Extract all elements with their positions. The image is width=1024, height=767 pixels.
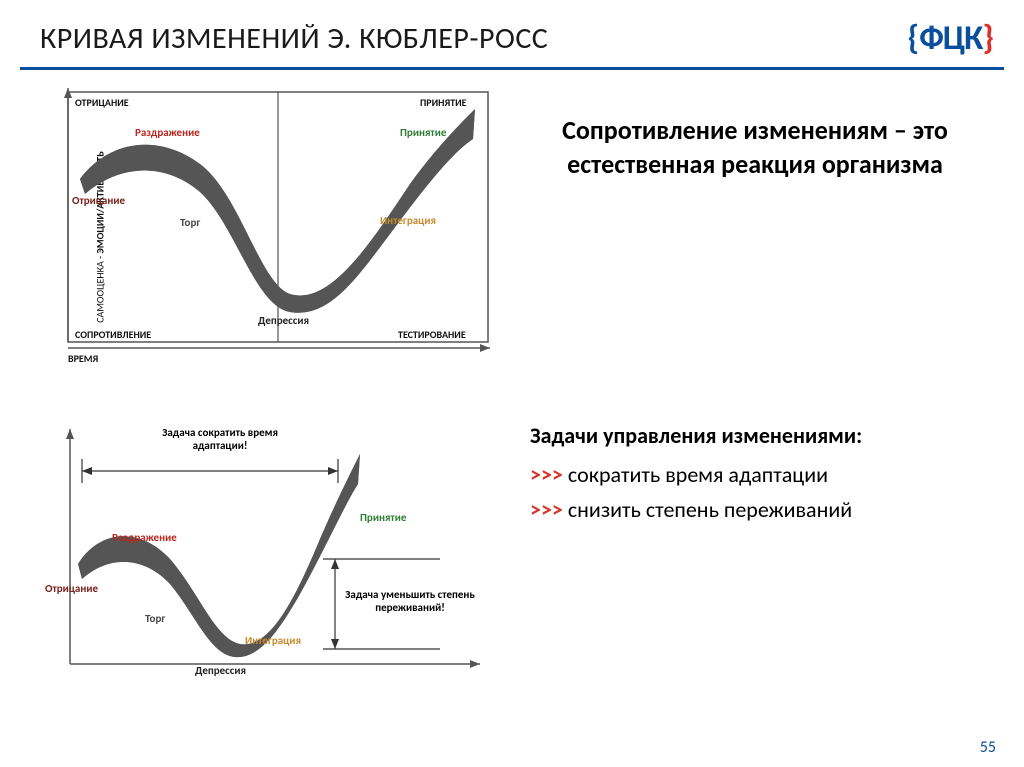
- quad-bl: СОПРОТИВЛЕНИЕ: [75, 328, 151, 341]
- task-1-text: сократить время адаптации: [568, 461, 828, 488]
- task-2-text: снизить степень переживаний: [568, 496, 852, 523]
- header: КРИВАЯ ИЗМЕНЕНИЙ Э. КЮБЛЕР-РОСС { ФЦК }: [0, 0, 1024, 67]
- chart2-ribbon: [78, 454, 360, 657]
- label-integration: Интеграция: [380, 214, 436, 227]
- logo-brace-left: {: [908, 18, 920, 59]
- content: САМООЦЕНКА - ЭМОЦИИ/АКТИВНОСТЬ: [0, 84, 1024, 699]
- label-depression: Депрессия: [258, 314, 309, 327]
- page-number: 55: [980, 738, 996, 757]
- chart1-x-arrow: [480, 344, 490, 352]
- chart2-x-arrow: [470, 660, 480, 668]
- c2-label-depression: Депрессия: [195, 664, 246, 677]
- chart2-y-arrow: [66, 429, 74, 439]
- right-column: Сопротивление изменениям – это естествен…: [510, 84, 980, 699]
- goal-time-label: Задача сократить время адаптации!: [135, 427, 305, 452]
- chart-compressed: Задача сократить время адаптации! Задача…: [20, 399, 510, 699]
- c2-label-integration: Интеграция: [245, 634, 301, 647]
- chart-kubler-ross: САМООЦЕНКА - ЭМОЦИИ/АКТИВНОСТЬ: [20, 84, 510, 389]
- time-measure-left-arrow: [82, 467, 92, 475]
- task-1: >>> сократить время адаптации: [530, 461, 980, 488]
- label-bargain: Торг: [180, 216, 200, 229]
- depth-measure-bottom-arrow: [331, 639, 339, 649]
- c2-label-acceptance: Принятие: [360, 511, 406, 524]
- c2-label-bargain: Торг: [145, 612, 165, 625]
- label-acceptance: Принятие: [400, 126, 446, 139]
- logo-text: ФЦК: [919, 18, 982, 59]
- label-irritation: Раздражение: [135, 126, 200, 139]
- depth-measure-top-arrow: [331, 559, 339, 569]
- quad-tr: ПРИНЯТИЕ: [420, 96, 467, 109]
- left-column: САМООЦЕНКА - ЭМОЦИИ/АКТИВНОСТЬ: [20, 84, 510, 699]
- x-axis-label: ВРЕМЯ: [68, 352, 98, 365]
- logo: { ФЦК }: [908, 18, 994, 59]
- page-title: КРИВАЯ ИЗМЕНЕНИЙ Э. КЮБЛЕР-РОСС: [40, 20, 548, 57]
- time-measure-right-arrow: [328, 467, 338, 475]
- quad-br: ТЕСТИРОВАНИЕ: [398, 328, 466, 341]
- arrows-2: >>>: [530, 496, 563, 523]
- logo-brace-right: }: [982, 18, 994, 59]
- quad-tl: ОТРИЦАНИЕ: [75, 96, 129, 109]
- arrows-1: >>>: [530, 461, 563, 488]
- goal-depth-label: Задача уменьшить степень переживаний!: [340, 589, 480, 614]
- c2-label-irritation: Раздражение: [112, 531, 177, 544]
- label-denial: Отрицание: [72, 194, 125, 207]
- tasks-title: Задачи управления изменениями:: [530, 422, 980, 449]
- chart1-y-arrow: [64, 88, 72, 98]
- headline: Сопротивление изменениям – это естествен…: [530, 114, 980, 182]
- task-2: >>> снизить степень переживаний: [530, 496, 980, 523]
- header-rule: [20, 67, 1004, 70]
- c2-label-denial: Отрицание: [45, 582, 98, 595]
